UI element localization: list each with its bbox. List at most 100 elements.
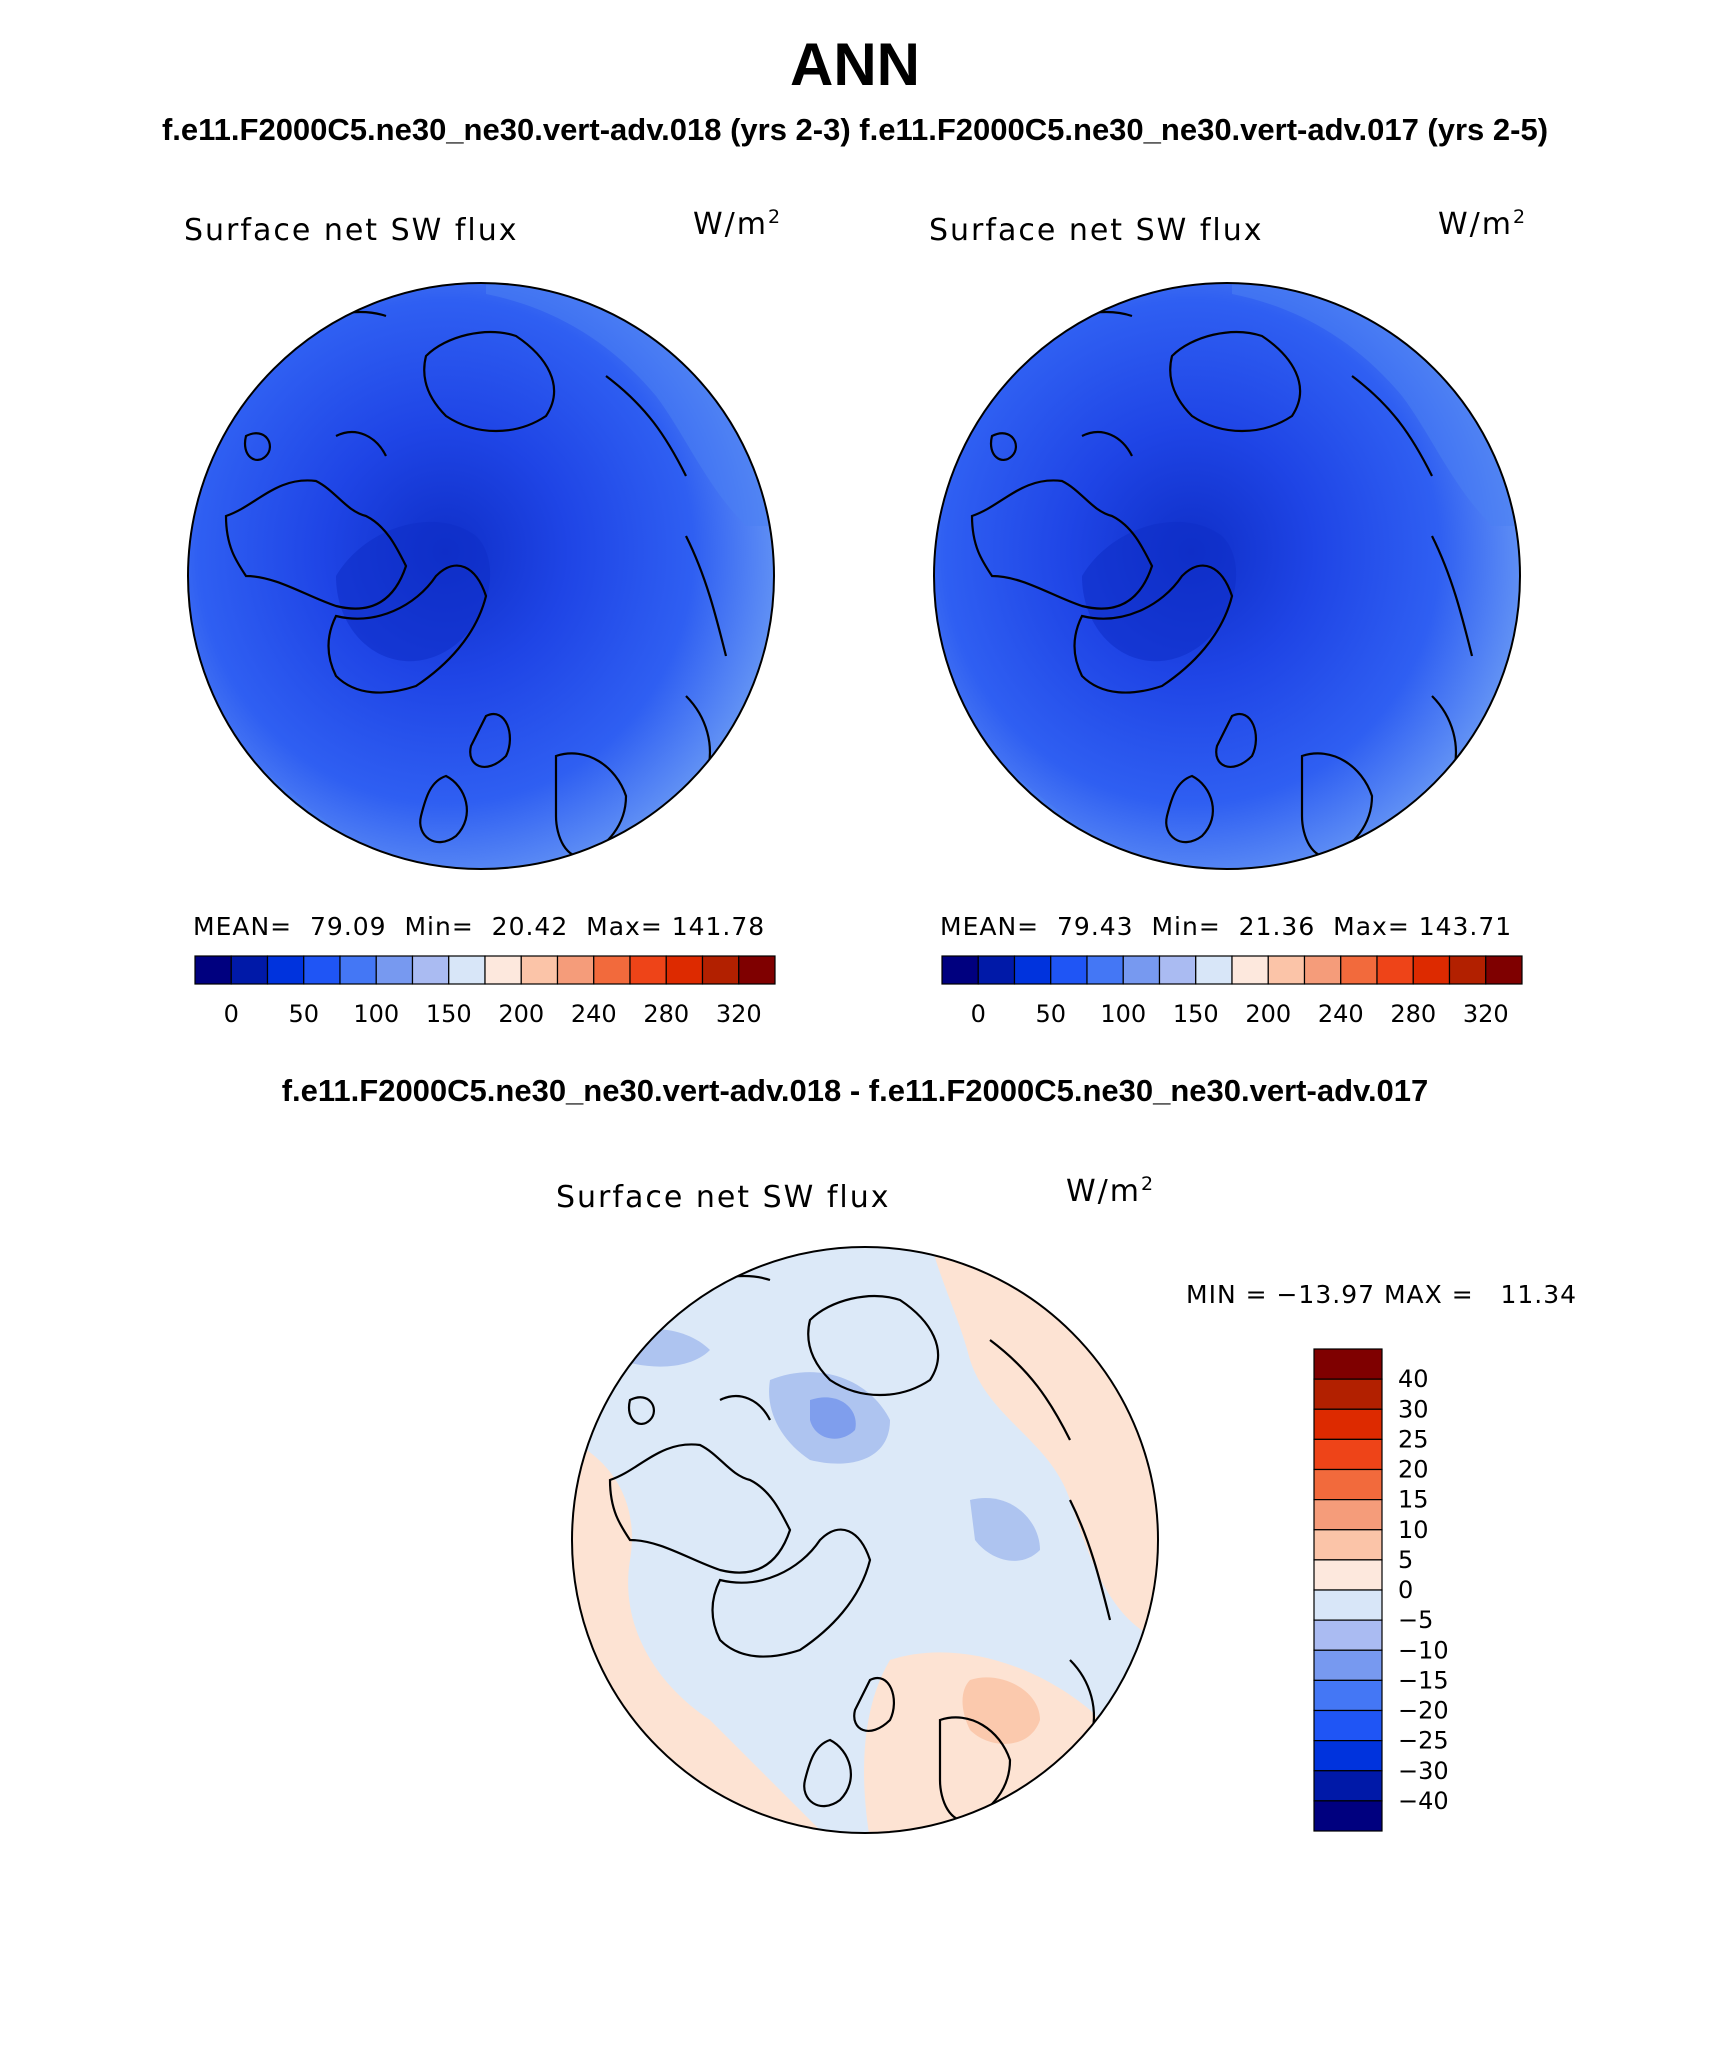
left-colorbar-label: 100 <box>353 1000 399 1028</box>
left-colorbar-label: 200 <box>498 1000 544 1028</box>
diff-title: f.e11.F2000C5.ne30_ne30.vert-adv.018 - f… <box>281 1073 1429 1108</box>
case-subtitle: f.e11.F2000C5.ne30_ne30.vert-adv.018 (yr… <box>161 112 1549 147</box>
left-colorbar-box <box>339 955 377 985</box>
right-colorbar-label: 50 <box>1035 1000 1066 1028</box>
left-colorbar-box <box>194 955 232 985</box>
diff-colorbar-box <box>1313 1438 1383 1471</box>
left-colorbar-box <box>411 955 450 985</box>
right-colorbar-box <box>1158 955 1197 985</box>
right-colorbar-box <box>1231 955 1269 985</box>
diff-panel-unit: W/m2 <box>1066 1173 1155 1209</box>
right-colorbar-box <box>1050 955 1088 985</box>
diff-colorbar-box <box>1313 1679 1383 1712</box>
diff-colorbar-box <box>1313 1649 1383 1681</box>
left-unit-text: W/m <box>693 207 768 242</box>
diff-neg-core <box>810 1397 856 1439</box>
right-coastlines <box>970 310 1474 858</box>
diff-colorbar-label: 15 <box>1398 1486 1429 1514</box>
left-colorbar-box <box>629 955 667 985</box>
left-colorbar-labels: 0 50 100 150 200 240 280 320 <box>224 1000 762 1028</box>
left-colorbar-box <box>266 955 305 985</box>
diff-colorbar-label: −5 <box>1398 1606 1433 1634</box>
right-colorbar-label: 0 <box>971 1000 986 1028</box>
diff-colorbar-label: 5 <box>1398 1546 1413 1574</box>
right-colorbar-box <box>1448 955 1487 985</box>
diff-colorbar-label: 0 <box>1398 1576 1413 1604</box>
left-colorbar-box <box>375 955 414 985</box>
diff-colorbar-box <box>1313 1559 1383 1591</box>
diff-unit-sup: 2 <box>1141 1173 1156 1195</box>
right-colorbar-label: 240 <box>1318 1000 1364 1028</box>
right-panel-stats: MEAN= 79.43 Min= 21.36 Max= 143.71 <box>940 912 1513 941</box>
diff-colorbar-box <box>1313 1468 1383 1501</box>
right-colorbar-labels: 0 50 100 150 200 240 280 320 <box>971 1000 1509 1028</box>
right-panel-title: Surface net SW flux <box>929 213 1264 248</box>
right-colorbar-label: 280 <box>1390 1000 1436 1028</box>
right-colorbar-box <box>1267 955 1306 985</box>
diff-colorbar-box <box>1313 1619 1383 1651</box>
diff-colorbar-boxes <box>1313 1348 1383 1832</box>
diff-colorbar-box <box>1313 1408 1383 1440</box>
right-colorbar-label: 200 <box>1245 1000 1291 1028</box>
diff-colorbar-box <box>1313 1589 1383 1621</box>
diff-colorbar-label: −40 <box>1398 1787 1449 1815</box>
diff-map-border <box>571 1246 1159 1834</box>
left-colorbar-label: 240 <box>571 1000 617 1028</box>
right-polar-map <box>933 282 1521 870</box>
diff-colorbar-label: −10 <box>1398 1636 1449 1664</box>
right-unit-sup: 2 <box>1513 206 1528 228</box>
diff-colorbar-label: −25 <box>1398 1727 1449 1755</box>
left-colorbar-box <box>593 955 631 985</box>
left-colorbar-box <box>448 955 486 985</box>
diff-colorbar-box <box>1313 1709 1383 1742</box>
left-unit-sup: 2 <box>768 206 783 228</box>
left-colorbar-box <box>665 955 704 985</box>
left-colorbar-box <box>738 955 776 985</box>
left-panel-title: Surface net SW flux <box>184 213 519 248</box>
right-colorbar-box <box>1340 955 1378 985</box>
diff-colorbar-label: −15 <box>1398 1666 1449 1694</box>
right-colorbar-box <box>1376 955 1414 985</box>
left-panel-stats: MEAN= 79.09 Min= 20.42 Max= 141.78 <box>193 912 766 941</box>
left-colorbar-box <box>701 955 740 985</box>
left-colorbar-box <box>303 955 341 985</box>
right-colorbar-box <box>977 955 1016 985</box>
right-colorbar-boxes <box>941 955 1523 985</box>
left-colorbar-boxes <box>194 955 776 985</box>
right-unit-text: W/m <box>1438 207 1513 242</box>
diff-colorbar-label: 40 <box>1398 1365 1429 1393</box>
right-panel-unit: W/m2 <box>1438 206 1527 242</box>
diff-neg-east <box>970 1498 1040 1561</box>
diff-colorbar-box <box>1313 1740 1383 1772</box>
right-colorbar-box <box>941 955 979 985</box>
left-colorbar-box <box>520 955 559 985</box>
diff-polar-map <box>571 1246 1159 1834</box>
left-colorbar-label: 150 <box>426 1000 472 1028</box>
right-colorbar-box <box>1485 955 1523 985</box>
diff-panel-title: Surface net SW flux <box>556 1180 891 1215</box>
left-panel-unit: W/m2 <box>693 206 782 242</box>
right-colorbar-label: 150 <box>1173 1000 1219 1028</box>
right-colorbar-box <box>1013 955 1052 985</box>
right-colorbar-box <box>1086 955 1124 985</box>
diff-colorbar-label: 25 <box>1398 1425 1429 1453</box>
diff-colorbar-label: 10 <box>1398 1516 1429 1544</box>
left-colorbar-label: 50 <box>288 1000 319 1028</box>
left-polar-map <box>187 282 775 870</box>
diff-colorbar-label: −30 <box>1398 1757 1449 1785</box>
left-colorbar: 0 50 100 150 200 240 280 320 <box>194 955 776 1028</box>
page-title: ANN <box>790 31 920 98</box>
diff-colorbar-box <box>1313 1378 1383 1410</box>
right-colorbar-box <box>1122 955 1161 985</box>
left-map-border <box>187 282 775 870</box>
diff-unit-text: W/m <box>1066 1174 1141 1209</box>
diff-panel-stats: MIN = −13.97 MAX = 11.34 <box>1186 1280 1578 1309</box>
diff-colorbar-box <box>1313 1499 1383 1531</box>
diff-colorbar-label: 20 <box>1398 1456 1429 1484</box>
diff-colorbar-box <box>1313 1770 1383 1802</box>
right-colorbar-box <box>1303 955 1342 985</box>
right-colorbar-label: 100 <box>1100 1000 1146 1028</box>
left-colorbar-box <box>484 955 522 985</box>
